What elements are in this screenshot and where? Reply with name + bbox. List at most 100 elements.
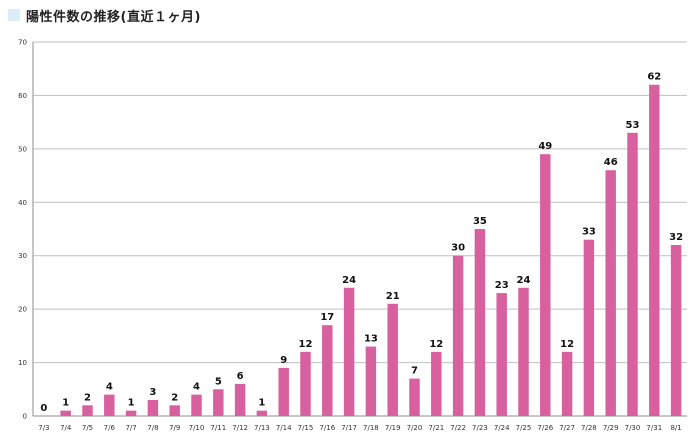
bar bbox=[583, 239, 595, 416]
bar bbox=[431, 351, 442, 416]
y-tick-label: 70 bbox=[18, 39, 27, 47]
bar bbox=[496, 293, 507, 416]
x-tick-label: 7/18 bbox=[363, 424, 379, 432]
y-tick-label: 40 bbox=[18, 199, 27, 207]
bar bbox=[104, 394, 115, 416]
bar bbox=[474, 229, 486, 416]
chart-title: 陽性件数の推移(直近１ヶ月) bbox=[26, 9, 201, 25]
bar bbox=[518, 287, 529, 416]
x-tick-label: 7/30 bbox=[625, 424, 641, 432]
bar bbox=[561, 351, 573, 416]
data-label: 49 bbox=[538, 141, 552, 152]
data-label: 1 bbox=[128, 398, 135, 409]
x-tick-label: 7/19 bbox=[385, 424, 401, 432]
data-label: 21 bbox=[386, 291, 400, 302]
x-tick-label: 7/8 bbox=[147, 424, 158, 432]
data-label: 1 bbox=[62, 398, 69, 409]
x-tick-label: 7/22 bbox=[450, 424, 466, 432]
x-tick-label: 7/4 bbox=[60, 424, 72, 432]
data-label: 9 bbox=[280, 355, 287, 366]
bar bbox=[322, 325, 333, 416]
x-tick-label: 7/23 bbox=[472, 424, 488, 432]
bar bbox=[452, 255, 464, 416]
y-tick-label: 50 bbox=[18, 145, 27, 153]
chart-header: 陽性件数の推移(直近１ヶ月) bbox=[8, 4, 201, 26]
data-label: 3 bbox=[149, 387, 156, 398]
data-label: 6 bbox=[237, 371, 244, 382]
x-tick-label: 7/20 bbox=[407, 424, 423, 432]
y-tick-label: 20 bbox=[18, 306, 27, 314]
bar bbox=[191, 394, 202, 416]
x-tick-label: 7/17 bbox=[341, 424, 357, 432]
data-label: 33 bbox=[582, 227, 596, 238]
data-label: 0 bbox=[40, 403, 47, 414]
x-tick-label: 7/25 bbox=[516, 424, 532, 432]
data-label: 23 bbox=[495, 280, 509, 291]
x-tick-label: 7/16 bbox=[319, 424, 335, 432]
x-tick-label: 7/28 bbox=[581, 424, 597, 432]
data-label: 2 bbox=[171, 392, 178, 403]
bar bbox=[147, 399, 159, 416]
data-label: 12 bbox=[560, 339, 574, 350]
y-tick-label: 30 bbox=[18, 252, 27, 260]
bar bbox=[82, 405, 93, 416]
x-tick-label: 7/3 bbox=[38, 424, 49, 432]
bar bbox=[169, 405, 180, 416]
bar bbox=[60, 410, 71, 416]
x-tick-label: 7/31 bbox=[646, 424, 662, 432]
data-label: 7 bbox=[411, 366, 418, 377]
data-label: 17 bbox=[320, 312, 334, 323]
bar bbox=[278, 367, 289, 416]
bar bbox=[649, 84, 660, 416]
x-tick-label: 7/27 bbox=[559, 424, 575, 432]
data-label: 12 bbox=[429, 339, 443, 350]
x-tick-label: 7/9 bbox=[169, 424, 180, 432]
bar bbox=[234, 383, 246, 416]
bar bbox=[125, 410, 137, 416]
bar bbox=[670, 245, 682, 416]
data-label: 53 bbox=[626, 120, 640, 131]
bar bbox=[605, 170, 616, 416]
data-label: 5 bbox=[215, 376, 222, 387]
data-label: 62 bbox=[647, 72, 661, 83]
data-label: 4 bbox=[106, 382, 113, 393]
x-tick-label: 7/5 bbox=[82, 424, 93, 432]
bar bbox=[300, 351, 311, 416]
title-marker bbox=[8, 9, 20, 21]
x-tick-label: 7/15 bbox=[298, 424, 314, 432]
x-tick-label: 7/29 bbox=[603, 424, 619, 432]
bar bbox=[409, 378, 420, 416]
data-label: 32 bbox=[669, 232, 683, 243]
x-tick-label: 7/11 bbox=[210, 424, 226, 432]
data-label: 24 bbox=[342, 275, 356, 286]
data-label: 13 bbox=[364, 334, 378, 345]
x-tick-label: 7/13 bbox=[254, 424, 270, 432]
x-tick-label: 7/7 bbox=[125, 424, 136, 432]
data-label: 24 bbox=[517, 275, 531, 286]
x-tick-label: 8/1 bbox=[670, 424, 681, 432]
x-tick-label: 7/12 bbox=[232, 424, 248, 432]
data-label: 4 bbox=[193, 382, 200, 393]
bar bbox=[365, 346, 377, 416]
bar bbox=[387, 303, 398, 416]
x-tick-label: 7/24 bbox=[494, 424, 510, 432]
x-tick-label: 7/21 bbox=[428, 424, 444, 432]
data-label: 46 bbox=[604, 157, 618, 168]
data-label: 1 bbox=[258, 398, 265, 409]
data-label: 30 bbox=[451, 243, 465, 254]
y-tick-label: 0 bbox=[23, 413, 27, 421]
bar bbox=[256, 410, 268, 416]
bar bbox=[540, 154, 551, 416]
x-tick-label: 7/6 bbox=[104, 424, 116, 432]
data-label: 2 bbox=[84, 392, 91, 403]
x-tick-label: 7/26 bbox=[537, 424, 553, 432]
data-label: 35 bbox=[473, 216, 487, 227]
bar bbox=[213, 389, 224, 416]
y-tick-label: 60 bbox=[18, 92, 27, 100]
bar bbox=[343, 287, 355, 416]
bar bbox=[627, 132, 638, 417]
x-tick-label: 7/10 bbox=[189, 424, 205, 432]
y-tick-label: 10 bbox=[18, 359, 27, 367]
data-label: 12 bbox=[299, 339, 313, 350]
